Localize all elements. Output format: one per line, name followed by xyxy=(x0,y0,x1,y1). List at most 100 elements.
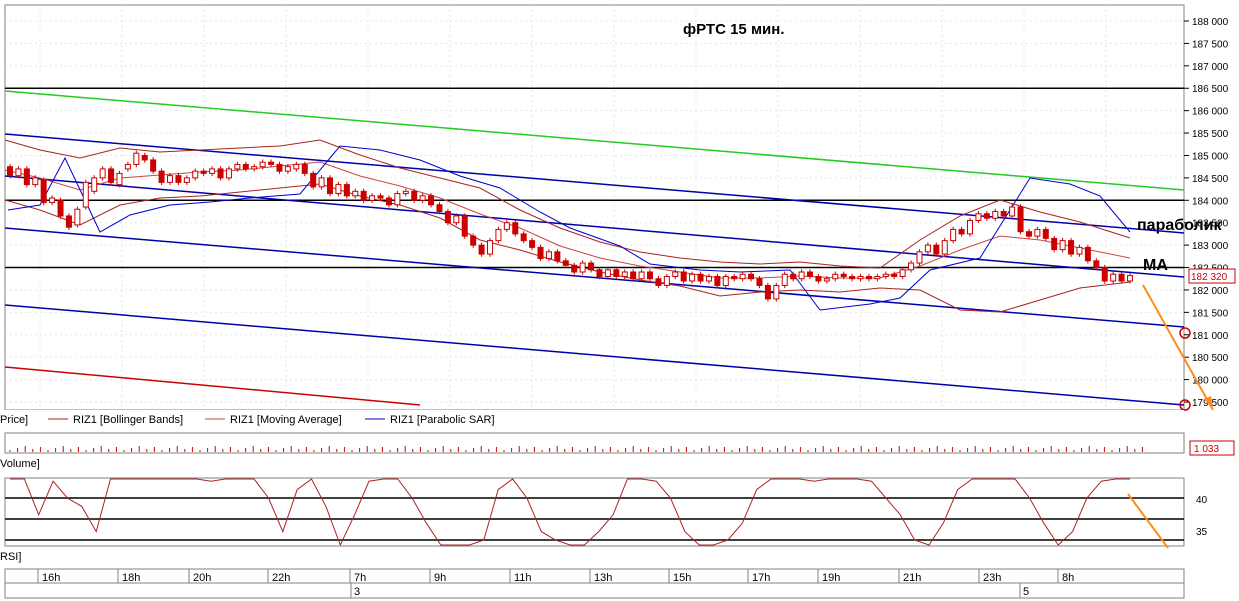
candle[interactable] xyxy=(1042,226,1049,242)
candle[interactable] xyxy=(32,175,39,188)
candle[interactable] xyxy=(470,233,477,248)
candle[interactable] xyxy=(141,152,148,163)
volume-panel[interactable] xyxy=(4,432,1185,454)
candle[interactable] xyxy=(638,269,645,282)
candle[interactable] xyxy=(7,163,13,179)
candle[interactable] xyxy=(192,168,199,181)
candle[interactable] xyxy=(899,267,906,280)
candle[interactable] xyxy=(377,193,384,201)
candle[interactable] xyxy=(705,273,712,284)
candle[interactable] xyxy=(596,267,603,280)
candle[interactable] xyxy=(234,161,241,172)
candle[interactable] xyxy=(849,273,856,282)
candle[interactable] xyxy=(133,150,140,168)
candle[interactable] xyxy=(588,260,595,273)
candle[interactable] xyxy=(1093,258,1100,271)
candle[interactable] xyxy=(23,166,30,188)
candle[interactable] xyxy=(916,249,923,266)
candle[interactable] xyxy=(40,177,47,206)
candle[interactable] xyxy=(933,242,940,257)
candle[interactable] xyxy=(807,269,813,280)
candle[interactable] xyxy=(116,170,123,188)
candle[interactable] xyxy=(537,244,544,262)
candle[interactable] xyxy=(1051,235,1058,253)
candle[interactable] xyxy=(428,193,435,208)
candle[interactable] xyxy=(823,276,830,284)
candle[interactable] xyxy=(545,249,552,262)
candle[interactable] xyxy=(680,269,687,284)
candle[interactable] xyxy=(950,226,957,244)
candle[interactable] xyxy=(394,190,401,208)
candle[interactable] xyxy=(992,208,999,221)
candle[interactable] xyxy=(1110,271,1117,284)
candle[interactable] xyxy=(773,282,780,302)
candle[interactable] xyxy=(385,195,392,208)
candle[interactable] xyxy=(225,166,232,181)
candle[interactable] xyxy=(1009,204,1016,219)
candle[interactable] xyxy=(1017,204,1024,235)
candle[interactable] xyxy=(478,242,485,257)
candle[interactable] xyxy=(242,161,249,172)
candle[interactable] xyxy=(781,271,788,289)
candle[interactable] xyxy=(268,159,275,168)
candle[interactable] xyxy=(158,168,165,186)
candle[interactable] xyxy=(461,213,468,239)
candle[interactable] xyxy=(259,159,266,170)
candle[interactable] xyxy=(764,282,771,302)
candle[interactable] xyxy=(15,166,22,179)
candle[interactable] xyxy=(604,267,611,280)
candle[interactable] xyxy=(150,157,157,174)
candle[interactable] xyxy=(958,226,965,237)
candle[interactable] xyxy=(554,249,561,264)
candle[interactable] xyxy=(562,258,569,268)
candle[interactable] xyxy=(74,206,81,228)
candle[interactable] xyxy=(91,175,98,195)
candle[interactable] xyxy=(411,188,418,203)
candle[interactable] xyxy=(571,262,578,275)
price-panel[interactable] xyxy=(4,4,1185,411)
candle[interactable] xyxy=(621,269,628,280)
candle[interactable] xyxy=(327,175,333,197)
candle[interactable] xyxy=(874,273,881,282)
candle[interactable] xyxy=(352,188,359,199)
candle[interactable] xyxy=(444,208,451,226)
candle[interactable] xyxy=(1000,208,1007,219)
candle[interactable] xyxy=(503,220,510,233)
candle[interactable] xyxy=(49,195,56,206)
candle[interactable] xyxy=(200,168,207,177)
candle[interactable] xyxy=(183,175,190,186)
candle[interactable] xyxy=(630,269,637,282)
candle[interactable] xyxy=(891,271,898,280)
candle[interactable] xyxy=(857,273,864,282)
candle[interactable] xyxy=(529,237,536,251)
candles[interactable] xyxy=(7,150,1133,302)
candle[interactable] xyxy=(748,271,755,282)
candle[interactable] xyxy=(1068,237,1075,257)
candle[interactable] xyxy=(276,161,283,174)
candle[interactable] xyxy=(495,226,502,244)
candle[interactable] xyxy=(967,217,973,237)
candle[interactable] xyxy=(697,271,704,284)
candle[interactable] xyxy=(1127,272,1133,284)
candle[interactable] xyxy=(318,175,325,190)
candle[interactable] xyxy=(512,220,519,237)
candle[interactable] xyxy=(756,276,763,289)
candle[interactable] xyxy=(487,237,493,257)
candle[interactable] xyxy=(1059,237,1066,253)
candle[interactable] xyxy=(301,161,308,177)
candle[interactable] xyxy=(209,166,216,177)
candle[interactable] xyxy=(402,188,409,197)
candle[interactable] xyxy=(335,181,342,197)
candle[interactable] xyxy=(310,170,317,190)
candle[interactable] xyxy=(167,172,173,186)
candle[interactable] xyxy=(790,271,797,282)
candle[interactable] xyxy=(175,172,182,186)
candle[interactable] xyxy=(360,188,367,203)
candle[interactable] xyxy=(453,213,460,226)
candle[interactable] xyxy=(99,166,106,181)
candle[interactable] xyxy=(663,273,670,289)
candle[interactable] xyxy=(419,193,426,203)
candle[interactable] xyxy=(293,161,300,172)
candle[interactable] xyxy=(1084,244,1091,264)
candle[interactable] xyxy=(369,193,376,203)
